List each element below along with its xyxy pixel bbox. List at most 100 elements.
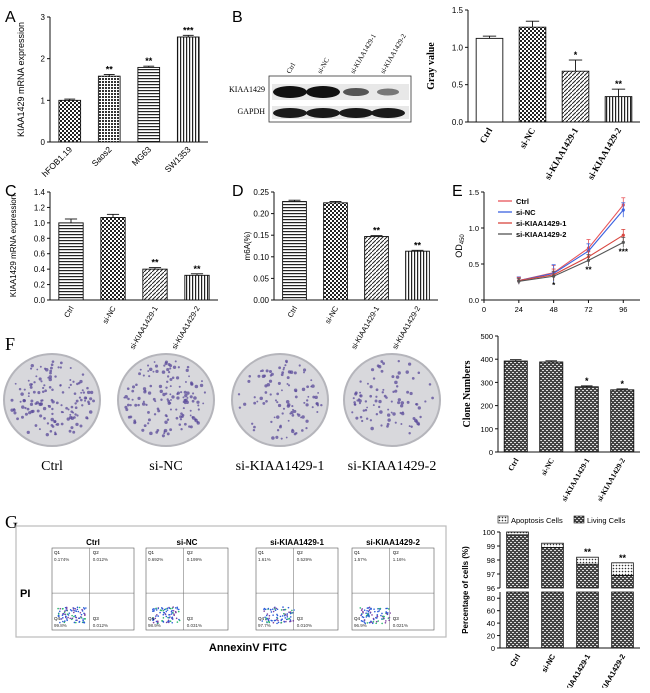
event-dot xyxy=(387,608,390,610)
colony xyxy=(410,425,413,428)
colony xyxy=(125,408,129,412)
event-dot xyxy=(280,609,283,611)
colony xyxy=(358,399,362,403)
event-dot xyxy=(79,611,82,614)
event-dot xyxy=(288,611,290,614)
y-tick-label: 500 xyxy=(480,332,493,341)
colony-dots xyxy=(10,359,434,440)
colony xyxy=(287,370,292,374)
colony xyxy=(182,407,185,410)
category-label: si-KIAA1429-2 xyxy=(390,305,422,351)
colony xyxy=(287,384,291,387)
event-dot xyxy=(72,609,75,611)
event-dot xyxy=(289,619,292,621)
colony xyxy=(87,402,91,405)
quadrant-value-q3: 0.012% xyxy=(93,623,108,628)
colony xyxy=(34,424,38,427)
event-dot xyxy=(274,608,276,610)
colony xyxy=(356,399,359,402)
x-tick-label: 0 xyxy=(482,305,486,314)
colony xyxy=(38,377,42,381)
colony xyxy=(406,390,410,394)
bar-living-upper xyxy=(541,547,564,589)
quadrant-label: Q2 xyxy=(187,550,194,555)
event-dot xyxy=(285,620,287,623)
colony xyxy=(370,426,374,431)
chart-b-gray-value: 0.0 0.5 1.0 1.5 Ctrl si-NC * si-KIAA1429-1 ** si-… xyxy=(426,6,640,181)
y-tick-label: 1.0 xyxy=(452,43,464,52)
colony xyxy=(200,380,203,383)
colony xyxy=(18,387,22,391)
event-dot xyxy=(58,610,61,613)
colony xyxy=(191,399,195,403)
quadrant-value-q1: 0.174% xyxy=(54,557,69,562)
event-dot xyxy=(152,608,155,610)
colony xyxy=(27,379,30,382)
event-dot xyxy=(375,620,378,623)
colony xyxy=(129,404,132,407)
colony xyxy=(169,408,172,411)
colony xyxy=(146,364,150,367)
event-dot xyxy=(363,621,366,623)
colony xyxy=(281,389,283,392)
colony xyxy=(66,417,70,421)
event-dot xyxy=(74,614,77,617)
colony xyxy=(161,434,165,438)
colony xyxy=(179,418,183,421)
colony xyxy=(74,406,78,410)
colony xyxy=(24,412,28,416)
event-dot xyxy=(377,620,380,622)
colony xyxy=(397,401,401,405)
category-label: hFOB1.19 xyxy=(40,144,75,179)
x-tick-label: 96 xyxy=(619,305,627,314)
y-tick-label: 0.0 xyxy=(452,118,464,127)
bar xyxy=(58,99,82,143)
colony xyxy=(163,364,166,367)
data-point xyxy=(517,279,521,283)
category-label: si-KIAA1429-2 xyxy=(586,126,624,182)
colony xyxy=(366,406,369,409)
colony xyxy=(184,393,188,398)
event-dot xyxy=(283,621,286,623)
colony xyxy=(298,364,301,367)
colony-dishes: Ctrl si-NC si-KIAA1429-1 si-KIAA1429-2 xyxy=(3,353,441,474)
colony xyxy=(189,414,192,417)
event-dot xyxy=(170,613,173,615)
colony xyxy=(39,414,43,418)
colony xyxy=(286,376,290,380)
colony xyxy=(29,385,33,389)
colony xyxy=(153,361,156,363)
colony xyxy=(51,388,54,391)
y-tick-label: 0.0 xyxy=(34,296,46,305)
colony xyxy=(311,406,314,409)
y-axis-subscript: 450 xyxy=(460,234,466,245)
colony xyxy=(265,369,269,373)
colony xyxy=(126,403,130,407)
category-label: Ctrl xyxy=(478,126,495,145)
colony xyxy=(68,386,71,389)
quadrant-value-q1: 1.61% xyxy=(258,557,271,562)
colony xyxy=(300,416,302,419)
bar-apoptosis xyxy=(541,542,564,548)
series-line xyxy=(518,209,624,282)
event-dot xyxy=(388,619,390,622)
flow-cytometry-panel: PI AnnexinV FITC Ctrl Q1 0.174% Q2 0.012% Q3 0… xyxy=(15,525,447,654)
colony xyxy=(82,391,86,394)
event-dot xyxy=(381,622,383,625)
colony xyxy=(166,418,170,421)
colony xyxy=(316,404,320,407)
bar xyxy=(137,66,161,143)
bar xyxy=(475,37,504,123)
event-dot xyxy=(65,615,67,618)
bar-living-upper xyxy=(576,563,599,589)
y-axis-title: m6A(%) xyxy=(243,231,252,260)
colony xyxy=(30,399,34,403)
event-dot xyxy=(152,610,154,612)
colony xyxy=(372,377,376,380)
colony xyxy=(387,418,391,422)
event-dot xyxy=(377,610,379,613)
colony xyxy=(149,384,153,388)
event-dot xyxy=(84,614,86,616)
event-dot xyxy=(69,609,72,611)
colony xyxy=(372,404,375,407)
